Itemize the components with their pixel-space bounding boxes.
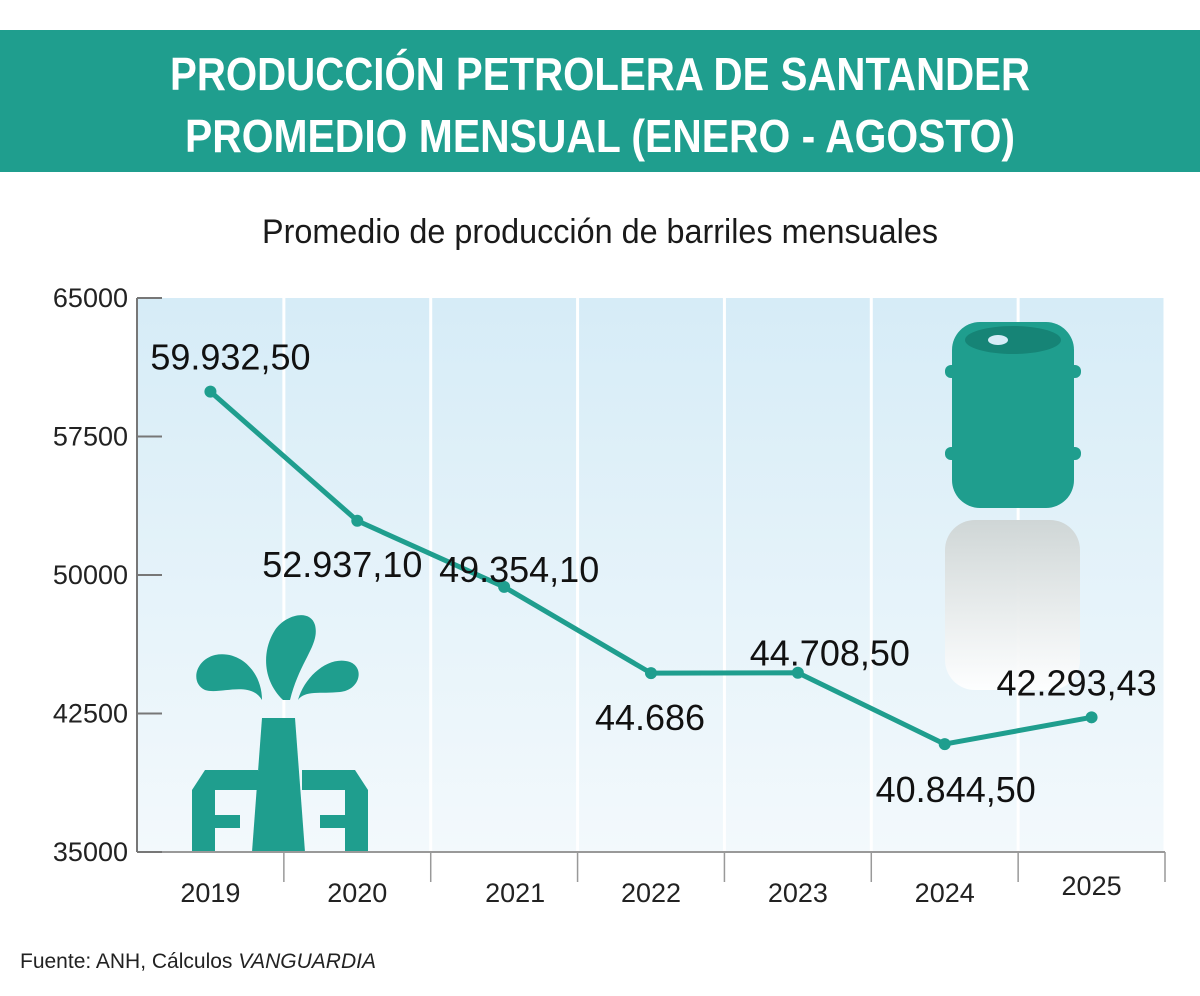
x-tick-label: 2024 [915, 878, 975, 908]
data-point [645, 667, 657, 680]
data-label: 42.293,43 [996, 662, 1156, 703]
source-note: Fuente: ANH, Cálculos VANGUARDIA [20, 950, 376, 973]
data-point [351, 514, 364, 527]
chart-subtitle: Promedio de producción de barriles mensu… [262, 213, 938, 251]
data-point [1085, 711, 1098, 724]
x-tick-label: 2019 [180, 878, 240, 908]
source-outlet: VANGUARDIA [238, 950, 376, 973]
y-tick-label: 57500 [53, 422, 128, 452]
data-point [938, 738, 951, 751]
title-line-1: PRODUCCIÓN PETROLERA DE SANTANDER [170, 48, 1030, 100]
data-label: 44.686 [595, 697, 705, 738]
data-point [204, 385, 217, 398]
data-label: 49.354,10 [439, 549, 599, 590]
title-line-2: PROMEDIO MENSUAL (ENERO - AGOSTO) [185, 110, 1015, 162]
x-tick-label: 2022 [621, 878, 681, 908]
x-tick-label: 2025 [1062, 871, 1122, 901]
data-label: 52.937,10 [262, 544, 422, 585]
source-prefix: Fuente: ANH, Cálculos [20, 950, 238, 973]
x-tick-label: 2020 [327, 878, 387, 908]
y-tick-label: 50000 [53, 560, 128, 590]
data-point [791, 666, 804, 679]
data-label: 44.708,50 [750, 633, 910, 674]
x-tick-label: 2021 [485, 878, 545, 908]
y-tick-label: 35000 [53, 837, 128, 867]
data-point [498, 580, 511, 593]
y-tick-label: 42500 [53, 699, 128, 729]
oil-barrel-icon [945, 322, 1081, 690]
data-label: 59.932,50 [150, 337, 310, 378]
y-tick-label: 65000 [53, 283, 128, 313]
data-label: 40.844,50 [876, 769, 1036, 810]
header-banner [0, 30, 1200, 172]
oil-well-icon [192, 615, 368, 852]
x-tick-label: 2023 [768, 878, 828, 908]
